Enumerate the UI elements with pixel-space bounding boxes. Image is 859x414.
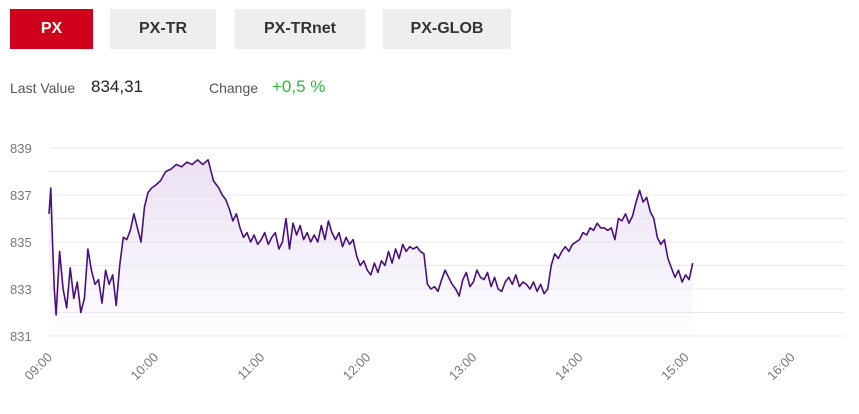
- price-area: [49, 159, 693, 336]
- y-axis: 839 837 835 833 831: [10, 141, 32, 344]
- x-tick-label: 16:00: [764, 350, 798, 384]
- y-tick-label: 839: [10, 141, 32, 156]
- tab-px-tr[interactable]: PX-TR: [110, 9, 216, 49]
- x-tick-label: 12:00: [340, 350, 374, 384]
- x-tick-label: 14:00: [552, 350, 586, 384]
- x-axis: 09:00 10:00 11:00 12:00 13:00 14:00 15:00 16:00: [22, 350, 798, 384]
- tab-px-glob[interactable]: PX-GLOB: [383, 9, 511, 49]
- stats-row: Last Value 834,31 Change +0,5 %: [10, 76, 850, 100]
- tab-px[interactable]: PX: [10, 9, 93, 49]
- price-line: [48, 159, 694, 316]
- tab-px-trnet[interactable]: PX-TRnet: [235, 9, 365, 49]
- x-tick-label: 09:00: [22, 350, 56, 384]
- x-tick-label: 15:00: [658, 350, 692, 384]
- x-tick-label: 10:00: [128, 350, 162, 384]
- y-tick-label: 831: [10, 329, 32, 344]
- y-tick-label: 833: [10, 282, 32, 297]
- intraday-chart: 839 837 835 833 831 09:00 10:00 11:00 12:00 13:0…: [10, 141, 845, 384]
- y-tick-label: 835: [10, 235, 32, 250]
- y-tick-label: 837: [10, 188, 32, 203]
- change-value: +0,5 %: [272, 77, 326, 96]
- last-value: 834,31: [91, 77, 143, 96]
- x-tick-label: 11:00: [234, 350, 267, 383]
- x-tick-label: 13:00: [446, 350, 480, 384]
- last-value-label: Last Value: [10, 80, 76, 96]
- change-label: Change: [209, 80, 259, 96]
